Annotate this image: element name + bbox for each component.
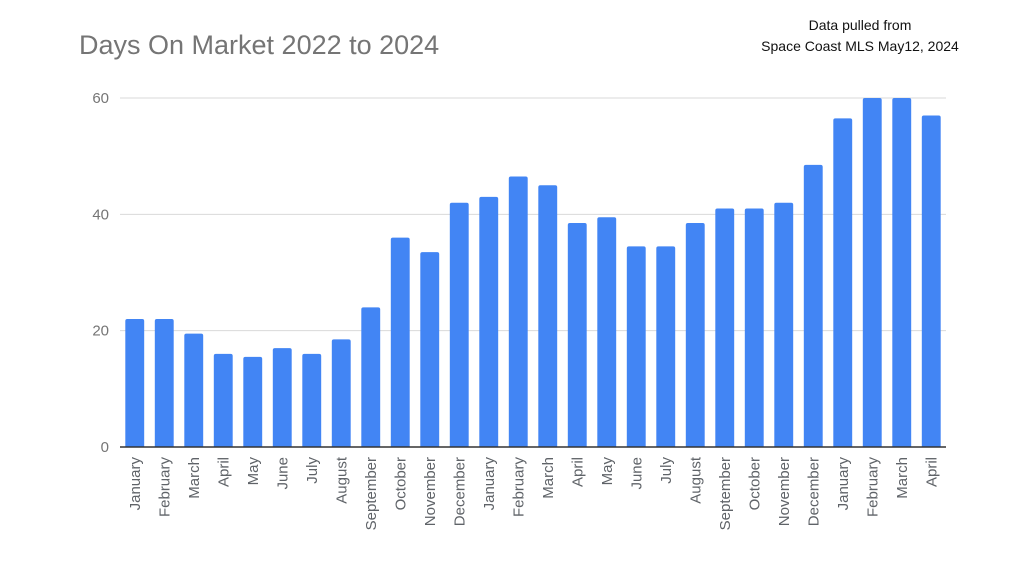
bar xyxy=(390,237,410,447)
x-tick-label: May xyxy=(599,457,616,486)
chart-title: Days On Market 2022 to 2024 xyxy=(79,30,440,60)
x-tick-label: August xyxy=(333,456,350,504)
x-tick-label: October xyxy=(392,457,409,510)
x-tick-label: December xyxy=(451,457,468,526)
x-tick-label: June xyxy=(628,457,645,490)
x-tick-label: July xyxy=(658,457,675,484)
bar xyxy=(744,208,764,447)
bar xyxy=(862,98,882,447)
bar xyxy=(420,252,440,447)
x-tick-label: January xyxy=(835,457,852,511)
bar xyxy=(921,115,941,447)
bars xyxy=(125,98,941,447)
bar xyxy=(685,223,705,447)
x-tick-label: November xyxy=(776,457,793,526)
x-tick-label: May xyxy=(245,457,262,486)
x-tick-label: April xyxy=(923,457,940,487)
x-tick-label: August xyxy=(687,456,704,504)
bar xyxy=(567,223,587,447)
x-tick-label: February xyxy=(156,457,173,518)
bar xyxy=(449,202,469,447)
bar xyxy=(154,319,174,447)
source-note: Data pulled from Space Coast MLS May12, … xyxy=(740,15,980,57)
x-tick-label: January xyxy=(127,457,144,511)
bar xyxy=(213,353,233,447)
x-tick-label: March xyxy=(540,457,557,499)
x-tick-label: September xyxy=(717,457,734,530)
bar xyxy=(272,348,292,447)
y-tick-label: 60 xyxy=(92,90,109,107)
x-tick-label: March xyxy=(186,457,203,499)
x-tick-label: July xyxy=(304,457,321,484)
bar xyxy=(715,208,735,447)
y-tick-label: 40 xyxy=(92,206,109,223)
bar xyxy=(803,164,823,447)
bar xyxy=(538,185,558,447)
bar xyxy=(479,196,499,447)
x-tick-label: June xyxy=(274,457,291,490)
bar xyxy=(626,246,646,447)
x-tick-label: April xyxy=(215,457,232,487)
bar xyxy=(774,202,794,447)
x-tick-label: February xyxy=(510,457,527,518)
bar xyxy=(833,118,853,447)
bar xyxy=(892,98,912,447)
x-tick-label: January xyxy=(481,457,498,511)
x-tick-label: October xyxy=(746,457,763,510)
x-tick-label: April xyxy=(569,457,586,487)
bar xyxy=(597,217,617,447)
x-tick-label: November xyxy=(422,457,439,526)
source-note-line-1: Data pulled from xyxy=(808,17,912,33)
bar xyxy=(331,339,351,447)
bar xyxy=(125,319,145,447)
bar xyxy=(656,246,676,447)
x-axis-labels: January February March April May June July Augu… xyxy=(127,456,941,530)
x-tick-label: March xyxy=(894,457,911,499)
bar xyxy=(302,353,322,447)
y-tick-label: 20 xyxy=(92,323,109,340)
x-tick-label: September xyxy=(363,457,380,530)
bar xyxy=(508,176,528,447)
source-note-line-2: Space Coast MLS May12, 2024 xyxy=(761,38,959,54)
x-tick-label: February xyxy=(864,457,881,518)
y-tick-label: 0 xyxy=(101,439,109,456)
y-axis-ticks: 0 20 40 60 xyxy=(92,90,109,456)
bar xyxy=(361,307,381,447)
bar xyxy=(243,356,263,447)
bar xyxy=(184,333,204,447)
x-tick-label: December xyxy=(805,457,822,526)
